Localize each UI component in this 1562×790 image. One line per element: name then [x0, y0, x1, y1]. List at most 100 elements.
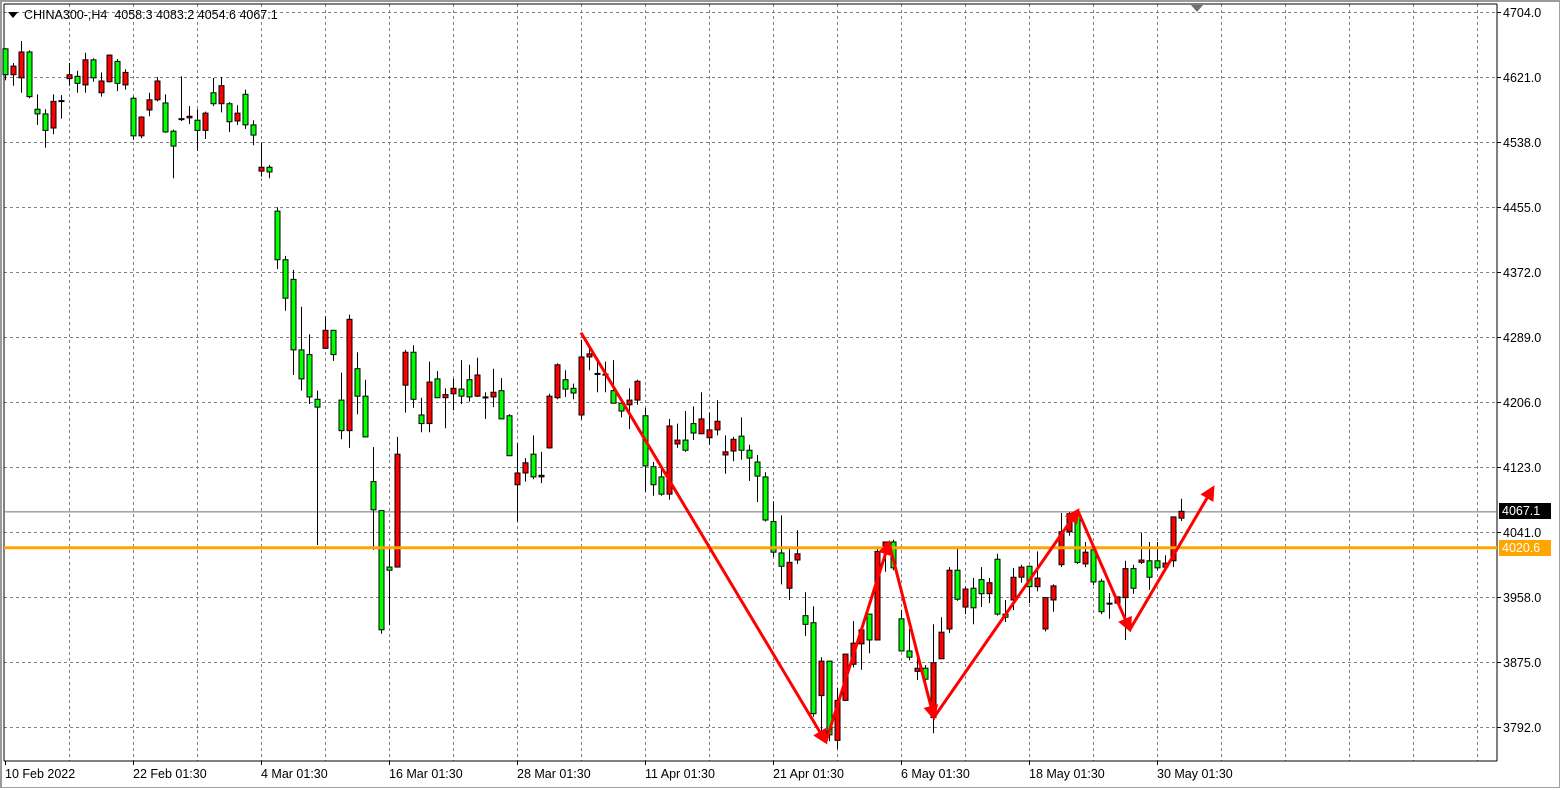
candle-body-bear	[506, 415, 513, 457]
candle	[130, 96, 137, 140]
candle-body-bear	[162, 102, 169, 133]
candle-body-bear	[906, 650, 913, 658]
price-tick-label: 4289.0	[1503, 330, 1542, 345]
candle	[218, 77, 225, 113]
candle-body-bear	[354, 368, 361, 397]
candle-body-bear	[90, 59, 97, 79]
candle-body-bear	[114, 60, 121, 84]
candle-body-bull	[626, 399, 633, 406]
candle-body-bear	[866, 613, 873, 641]
candle	[626, 388, 633, 430]
candle	[194, 109, 201, 151]
candle	[282, 255, 289, 311]
candle-body-bull	[634, 380, 641, 401]
candle	[258, 142, 265, 177]
candle-body-bear	[1106, 602, 1113, 605]
time-tick-label: 16 Mar 01:30	[389, 767, 463, 781]
candle	[946, 567, 953, 633]
candle	[314, 390, 321, 546]
candle	[58, 95, 65, 119]
candle-body-bull	[106, 54, 113, 83]
price-tick-label: 3875.0	[1503, 655, 1542, 670]
candle	[210, 77, 217, 107]
candle-body-bull	[146, 99, 153, 111]
candle	[490, 368, 497, 408]
candle	[290, 269, 297, 375]
candle-body-bull	[490, 391, 497, 398]
candle-body-bull	[10, 65, 17, 76]
candle-body-bear	[178, 118, 185, 121]
candle	[442, 388, 449, 429]
candle	[762, 472, 769, 522]
candle-body-bull	[322, 329, 329, 349]
candle	[66, 62, 73, 86]
level-price-tag: 4020.6	[1499, 539, 1551, 556]
candle-body-bull	[346, 318, 353, 432]
candle-body-bull	[186, 115, 193, 119]
candle	[202, 111, 209, 140]
candle	[90, 58, 97, 82]
candle	[1074, 512, 1081, 564]
candle-body-bull	[450, 387, 457, 395]
candle-body-bull	[698, 418, 705, 435]
candle	[466, 364, 473, 402]
candle	[730, 436, 737, 462]
candle	[682, 411, 689, 452]
candle	[898, 610, 905, 652]
dropdown-triangle-icon[interactable]	[8, 12, 18, 18]
candle	[298, 306, 305, 391]
candle-body-bear	[266, 166, 273, 173]
zigzag-arrow-segment	[932, 508, 1080, 719]
candle-body-bear	[898, 618, 905, 652]
candle-body-bull	[1042, 597, 1049, 630]
candle-body-bull	[122, 71, 129, 86]
time-tick-label: 22 Feb 01:30	[133, 767, 207, 781]
candle-body-bear	[1130, 568, 1137, 589]
candle	[578, 339, 585, 420]
candle-body-bear	[1090, 549, 1097, 583]
candle-body-bull	[58, 100, 65, 103]
candle-body-bear	[386, 566, 393, 571]
candle-body-bear	[226, 103, 233, 123]
candle	[1106, 592, 1113, 619]
axis-ticks	[5, 12, 1501, 765]
candle	[1154, 541, 1161, 571]
zigzag-arrows-annotation[interactable]	[579, 331, 1215, 745]
candle	[994, 553, 1001, 616]
candle-body-bear	[1154, 560, 1161, 569]
chart-shift-triangle-icon[interactable]	[1191, 5, 1203, 12]
candle-body-bear	[658, 476, 665, 495]
candle-body-bull	[394, 453, 401, 568]
candle-body-bear	[1074, 513, 1081, 563]
candle	[634, 379, 641, 405]
candle	[386, 546, 393, 626]
candle-body-bull	[474, 374, 481, 397]
candle-body-bear	[594, 372, 601, 375]
candle-body-bear	[42, 113, 49, 131]
candle	[530, 435, 537, 480]
candle-body-bull	[946, 569, 953, 630]
candle	[114, 59, 121, 92]
candle	[938, 617, 945, 660]
candle	[986, 578, 993, 604]
candle-body-bull	[66, 74, 73, 80]
candle	[370, 447, 377, 550]
candle	[690, 406, 697, 441]
candle	[138, 116, 145, 139]
candle	[906, 629, 913, 661]
candle-body-bear	[570, 387, 577, 394]
candle	[98, 72, 105, 97]
candle	[570, 383, 577, 400]
candle-body-bear	[746, 449, 753, 459]
candle-body-bear	[778, 552, 785, 567]
candle	[1170, 516, 1177, 568]
grid-lines	[4, 4, 1497, 761]
candle-body-bull	[586, 353, 593, 358]
candle-body-bull	[402, 351, 409, 386]
zigzag-arrow-segment	[1076, 510, 1132, 633]
candle	[594, 360, 601, 393]
price-tick-label: 4538.0	[1503, 135, 1542, 150]
candle-body-bull	[1082, 551, 1089, 565]
candle	[802, 592, 809, 637]
